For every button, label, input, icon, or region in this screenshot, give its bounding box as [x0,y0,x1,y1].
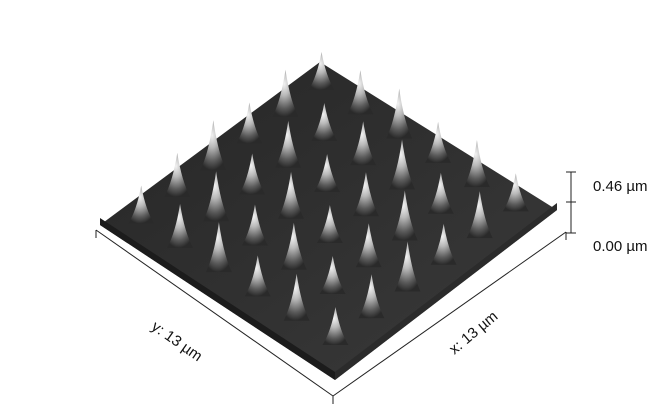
surface-peak [272,69,299,117]
surface-peak [391,190,418,241]
surface-peak [316,204,343,243]
surface-wall-right [335,203,557,380]
peak-field [128,52,529,345]
z-scale-min-label: 0.00 µm [593,238,648,255]
surface-peak [389,139,416,190]
surface-peak [200,120,227,171]
surface-peak [311,103,338,142]
surface-peak [463,140,490,188]
surface-peak [239,153,266,195]
surface-peak [167,203,194,248]
surface-peak [278,171,305,219]
surface-peak [355,223,382,268]
surface-peak [275,120,302,168]
surface-peak [386,88,413,139]
surface-peak [236,102,263,144]
surface-peak [430,223,457,265]
surface-peak [308,52,335,91]
surface-peak [425,121,452,163]
surface-peak [164,152,191,197]
surface-peak [314,154,341,193]
surface-peak [241,204,268,246]
surface-peak [319,255,346,294]
surface-peak [394,241,421,292]
surface-peak [280,222,307,270]
surface-peak [466,191,493,239]
surface-peak [358,274,385,319]
surface-peak [128,185,155,224]
axis-frame-y [95,229,334,397]
surface-peak [350,121,377,166]
surface-peak [322,306,349,345]
axis-frame-x [332,231,567,397]
surface-peak [244,255,271,297]
surface-peak [203,171,230,222]
surface-peak [352,172,379,217]
surface-peak [502,173,529,212]
surface-peak [347,70,374,115]
z-scale-max-label: 0.46 µm [593,178,648,195]
surface-peak [283,273,310,321]
surface-wall-left [100,218,335,380]
surface-peak [427,172,454,214]
surface-peak [205,222,232,273]
